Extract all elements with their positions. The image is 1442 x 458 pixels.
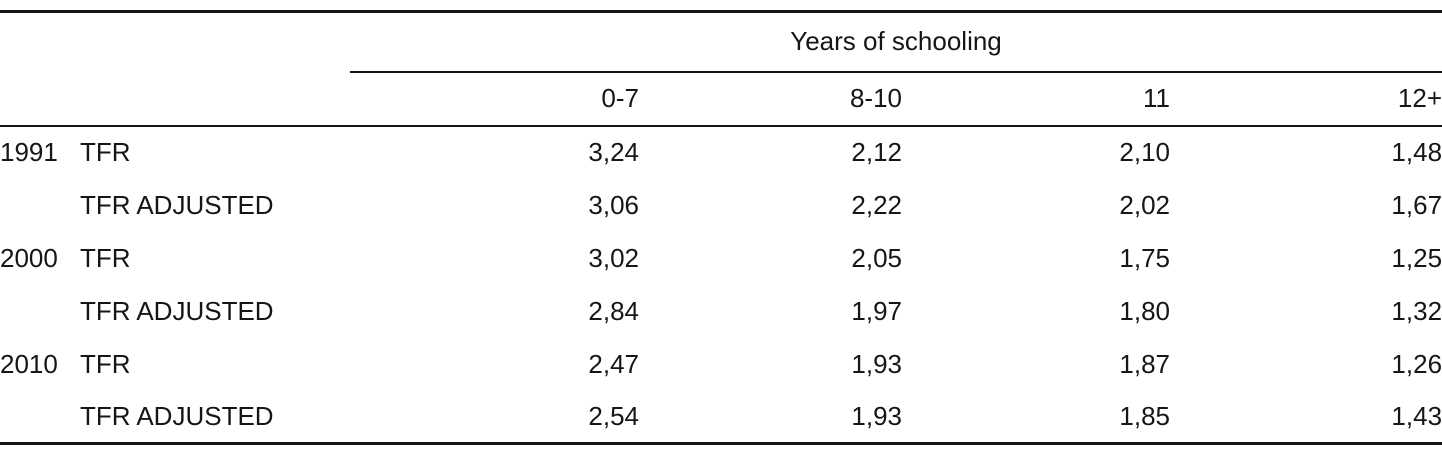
- table-row-1991-tfr-adjusted: TFR ADJUSTED 3,06 2,22 2,02 1,67: [0, 179, 1442, 232]
- value-cell: 1,67: [1391, 189, 1442, 220]
- year-label: 2000: [0, 242, 58, 273]
- colhead-lead-empty-cell: [0, 71, 350, 127]
- value-cell: 2,05: [851, 242, 902, 273]
- table-row-2000-tfr: 2000 TFR 3,02 2,05 1,75 1,25: [0, 232, 1442, 285]
- table-row-1991-tfr: 1991 TFR 3,24 2,12 2,10 1,48: [0, 126, 1442, 179]
- column-header-8-10: 8-10: [639, 71, 902, 127]
- year-label: 1991: [0, 137, 58, 167]
- column-header-0-7: 0-7: [350, 71, 639, 127]
- value-cell: 2,10: [1119, 137, 1170, 167]
- column-header-row: 0-7 8-10 11 12+: [0, 71, 1442, 127]
- spanner-lead-empty-cell: [0, 12, 350, 72]
- table-row-2010-tfr: 2010 TFR 2,47 1,93 1,87 1,26: [0, 338, 1442, 391]
- value-cell: 2,84: [588, 295, 639, 326]
- column-header-11: 11: [902, 71, 1170, 127]
- value-cell: 1,32: [1391, 295, 1442, 326]
- year-label-empty: [0, 179, 80, 232]
- value-cell: 3,02: [588, 242, 639, 273]
- table-row-2000-tfr-adjusted: TFR ADJUSTED 2,84 1,97 1,80 1,32: [0, 285, 1442, 338]
- value-cell: 1,43: [1391, 400, 1442, 431]
- value-cell: 2,54: [588, 400, 639, 431]
- years-of-schooling-spanner-header: Years of schooling: [350, 11, 1442, 73]
- measure-label: TFR: [80, 242, 131, 273]
- value-cell: 2,22: [851, 189, 902, 220]
- value-cell: 1,97: [851, 295, 902, 326]
- value-cell: 2,47: [588, 348, 639, 379]
- value-cell: 3,24: [588, 137, 639, 167]
- year-label-empty: [0, 391, 80, 444]
- measure-label: TFR ADJUSTED: [80, 400, 274, 431]
- column-header-12plus: 12+: [1170, 71, 1442, 127]
- year-label: 2010: [0, 348, 58, 379]
- measure-label: TFR ADJUSTED: [80, 189, 274, 220]
- value-cell: 2,02: [1119, 189, 1170, 220]
- value-cell: 1,93: [851, 348, 902, 379]
- spanner-header-row: Years of schooling: [0, 11, 1442, 73]
- value-cell: 3,06: [588, 189, 639, 220]
- measure-label: TFR ADJUSTED: [80, 295, 274, 326]
- value-cell: 1,85: [1119, 400, 1170, 431]
- value-cell: 1,75: [1119, 242, 1170, 273]
- tfr-by-schooling-table: Years of schooling 0-7 8-10 11 12+ 1991 …: [0, 10, 1442, 445]
- value-cell: 2,12: [851, 137, 902, 167]
- value-cell: 1,26: [1391, 348, 1442, 379]
- value-cell: 1,80: [1119, 295, 1170, 326]
- year-label-empty: [0, 285, 80, 338]
- value-cell: 1,25: [1391, 242, 1442, 273]
- measure-label: TFR: [80, 137, 131, 167]
- measure-label: TFR: [80, 348, 131, 379]
- value-cell: 1,48: [1391, 137, 1442, 167]
- value-cell: 1,93: [851, 400, 902, 431]
- table-row-2010-tfr-adjusted: TFR ADJUSTED 2,54 1,93 1,85 1,43: [0, 391, 1442, 444]
- value-cell: 1,87: [1119, 348, 1170, 379]
